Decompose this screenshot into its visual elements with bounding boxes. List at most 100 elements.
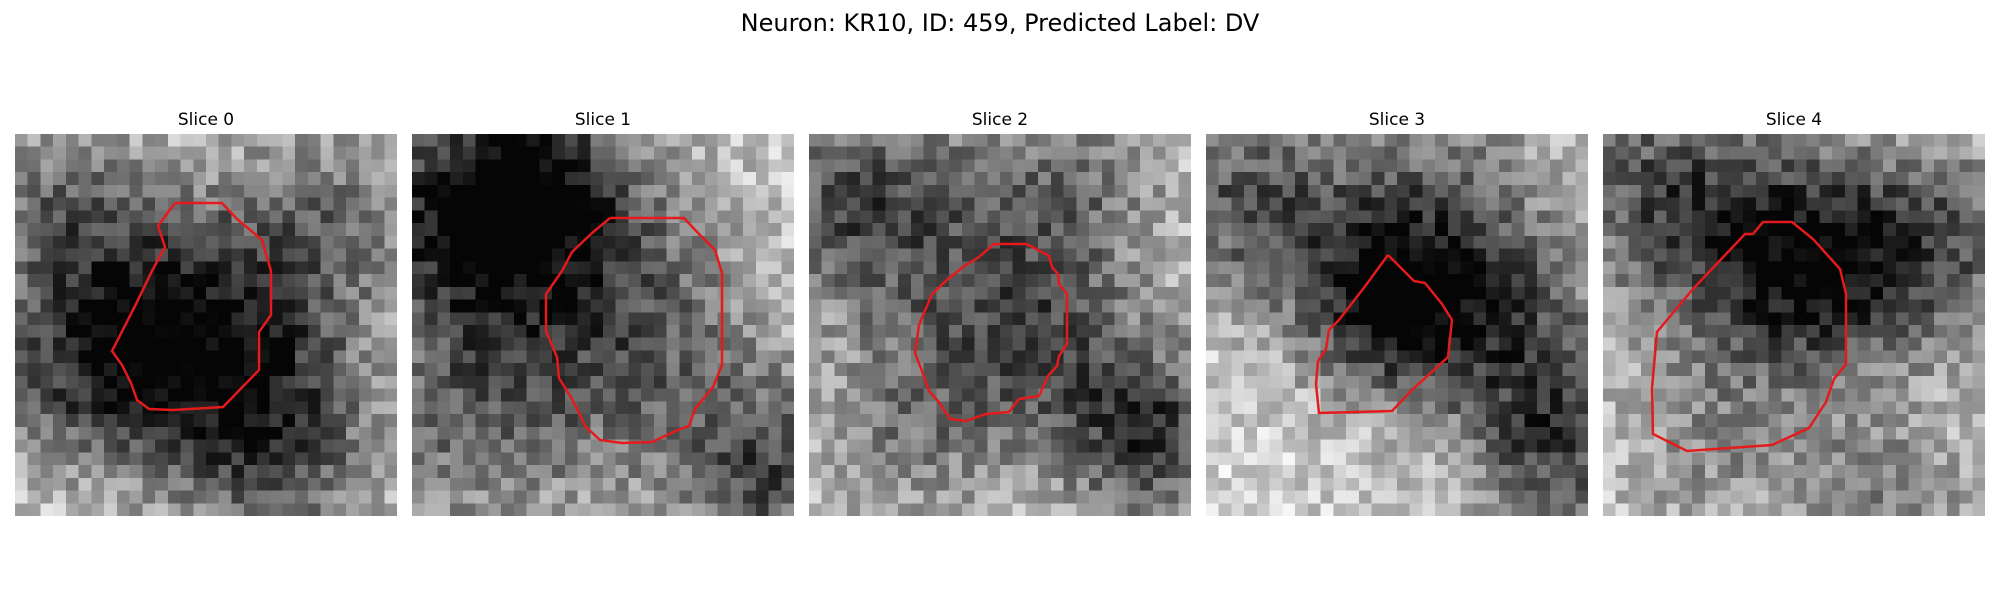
image-pixel [1486, 426, 1500, 441]
image-pixel [384, 388, 397, 402]
image-pixel [1114, 465, 1128, 479]
image-pixel [1870, 375, 1884, 390]
image-pixel [1921, 172, 1935, 186]
image-pixel [307, 286, 322, 301]
image-pixel [1218, 159, 1233, 173]
image-pixel [1717, 134, 1731, 148]
image-pixel [1231, 146, 1245, 161]
image-pixel [653, 274, 668, 288]
image-pixel [295, 274, 309, 288]
image-pixel [1114, 210, 1128, 224]
image-pixel [1409, 223, 1424, 237]
image-pixel [1152, 223, 1167, 237]
image-pixel [1397, 490, 1411, 504]
image-pixel [65, 388, 80, 402]
image-pixel [167, 439, 182, 453]
image-pixel [412, 325, 426, 339]
image-pixel [1870, 426, 1884, 441]
image-pixel [847, 210, 861, 224]
image-pixel [129, 477, 143, 492]
image-pixel [371, 414, 385, 428]
image-pixel [1717, 299, 1731, 313]
image-pixel [346, 159, 360, 173]
image-pixel [488, 261, 502, 275]
image-pixel [475, 452, 489, 466]
image-pixel [1473, 159, 1487, 173]
image-pixel [1641, 159, 1655, 173]
image-pixel [1114, 337, 1128, 352]
image-pixel [949, 465, 963, 479]
image-pixel [577, 172, 591, 186]
image-pixel [1743, 426, 1757, 441]
image-pixel [1282, 261, 1296, 275]
image-pixel [1844, 184, 1859, 199]
image-pixel [1498, 414, 1513, 428]
image-pixel [1063, 350, 1077, 364]
image-pixel [1575, 134, 1588, 148]
image-pixel [1384, 134, 1398, 148]
image-pixel [590, 312, 604, 326]
image-pixel [1921, 465, 1935, 479]
image-pixel [847, 337, 861, 352]
image-pixel [155, 426, 169, 441]
image-pixel [1038, 312, 1052, 326]
image-pixel [768, 286, 782, 301]
image-pixel [1717, 452, 1731, 466]
image-pixel [872, 350, 886, 364]
image-pixel [1857, 286, 1871, 301]
image-pixel [847, 172, 861, 186]
image-pixel [462, 261, 477, 275]
image-pixel [653, 388, 668, 402]
image-pixel [666, 465, 680, 479]
image-pixel [1447, 261, 1462, 275]
image-pixel [1730, 414, 1744, 428]
image-pixel [781, 312, 794, 326]
image-pixel [27, 388, 42, 402]
image-pixel [180, 172, 194, 186]
image-pixel [412, 388, 426, 402]
image-pixel [78, 490, 92, 504]
image-pixel [269, 325, 283, 339]
image-pixel [1549, 325, 1564, 339]
image-pixel [910, 299, 925, 313]
image-pixel [346, 337, 360, 352]
image-pixel [1000, 350, 1014, 364]
image-pixel [1000, 452, 1014, 466]
image-pixel [961, 439, 976, 453]
image-pixel [653, 197, 668, 211]
image-pixel [974, 312, 988, 326]
image-pixel [501, 184, 515, 199]
image-pixel [1114, 286, 1128, 301]
image-pixel [821, 490, 836, 504]
image-pixel [307, 426, 322, 441]
microscopy-image [1603, 134, 1985, 516]
image-pixel [371, 248, 385, 262]
image-pixel [1244, 337, 1258, 352]
image-pixel [27, 235, 42, 250]
image-pixel [1256, 503, 1271, 516]
image-pixel [1295, 503, 1309, 516]
image-pixel [717, 134, 731, 148]
image-pixel [1794, 248, 1808, 262]
image-pixel [885, 490, 899, 504]
image-pixel [1857, 248, 1871, 262]
image-pixel [295, 363, 309, 377]
image-pixel [1883, 274, 1897, 288]
image-pixel [1628, 210, 1642, 224]
image-pixel [1603, 414, 1617, 428]
image-pixel [1755, 414, 1770, 428]
image-pixel [1511, 235, 1525, 250]
image-pixel [450, 197, 464, 211]
image-pixel [834, 490, 848, 504]
image-pixel [615, 134, 630, 148]
image-pixel [1972, 235, 1985, 250]
image-pixel [1231, 503, 1245, 516]
image-pixel [104, 414, 118, 428]
image-pixel [307, 490, 322, 504]
image-pixel [142, 223, 156, 237]
image-pixel [244, 261, 258, 275]
image-pixel [1409, 375, 1424, 390]
image-pixel [1562, 184, 1576, 199]
image-pixel [91, 388, 105, 402]
image-pixel [206, 159, 220, 173]
